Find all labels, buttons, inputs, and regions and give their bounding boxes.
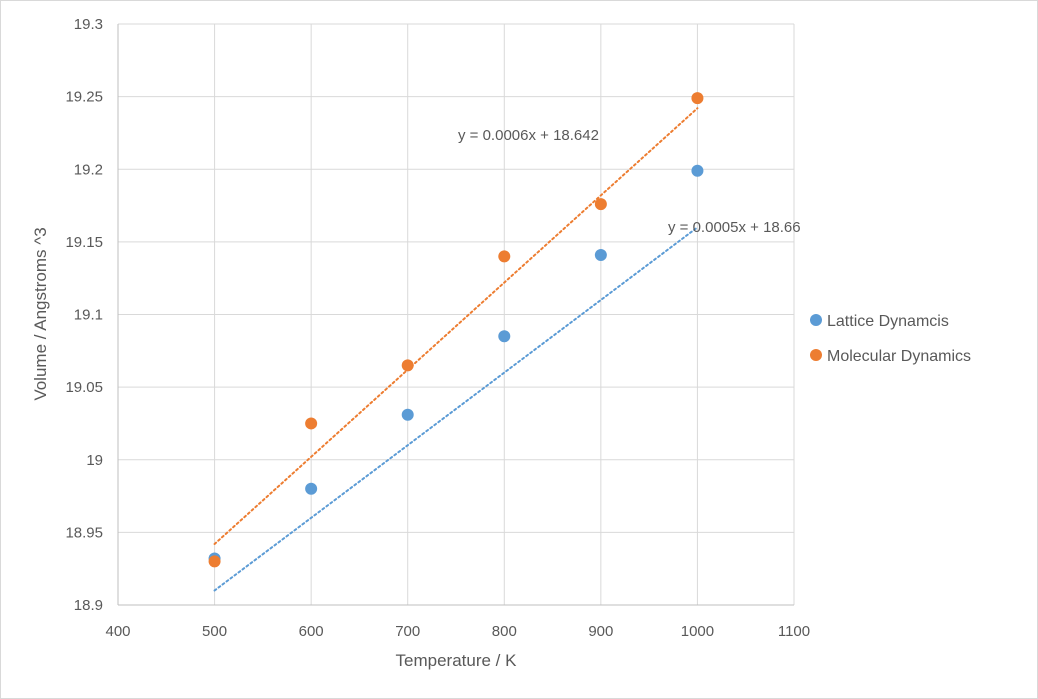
y-tick-label: 18.9 (74, 597, 103, 614)
x-tick-label: 1100 (778, 623, 810, 640)
gridlines (117, 23, 795, 606)
y-axis-title: Volume / Angstroms ^3 (31, 227, 50, 400)
data-point-lattice (401, 408, 414, 421)
x-axis-title: Temperature / K (396, 651, 518, 670)
x-tick-label: 1000 (681, 623, 714, 640)
data-point-molecular (305, 417, 318, 430)
trendline-molecular (213, 107, 699, 545)
y-tick-label: 18.95 (65, 524, 103, 541)
y-tick-label: 19.25 (65, 89, 103, 106)
data-point-molecular (691, 92, 704, 105)
x-tick-label: 400 (105, 623, 130, 640)
legend-label-lattice: Lattice Dynamcis (827, 313, 949, 330)
x-tick-label: 800 (492, 623, 517, 640)
data-points (208, 92, 704, 568)
trendline-equation-lattice: y = 0.0005x + 18.66 (668, 219, 801, 236)
legend: Lattice Dynamcis Molecular Dynamics (810, 313, 971, 365)
data-point-lattice (305, 482, 318, 495)
x-tick-label: 700 (395, 623, 420, 640)
y-tick-label: 19.1 (74, 307, 103, 324)
x-tick-label: 900 (588, 623, 613, 640)
data-point-lattice (594, 248, 607, 261)
y-tick-label: 19.15 (65, 234, 103, 251)
y-tick-label: 19.2 (74, 161, 103, 178)
trendline-lattice (213, 226, 699, 592)
trendline-equation-molecular: y = 0.0006x + 18.642 (458, 127, 599, 144)
y-tick-label: 19.05 (65, 379, 103, 396)
x-axis-ticks: 400 500 600 700 800 900 1000 1100 (105, 623, 810, 640)
x-tick-label: 600 (299, 623, 324, 640)
legend-label-molecular: Molecular Dynamics (827, 348, 971, 365)
legend-marker-molecular (810, 349, 822, 361)
data-point-molecular (401, 359, 414, 372)
data-point-molecular (594, 198, 607, 211)
data-point-molecular (208, 555, 221, 568)
trendlines (213, 107, 699, 592)
y-tick-label: 19.3 (74, 16, 103, 33)
data-point-molecular (498, 250, 511, 263)
y-tick-label: 19 (86, 452, 103, 469)
x-tick-label: 500 (202, 623, 227, 640)
legend-marker-lattice (810, 314, 822, 326)
data-point-lattice (691, 164, 704, 177)
y-axis-ticks: 18.9 18.95 19 19.05 19.1 19.15 19.2 19.25 19.3 (65, 16, 103, 614)
data-point-lattice (498, 330, 511, 343)
